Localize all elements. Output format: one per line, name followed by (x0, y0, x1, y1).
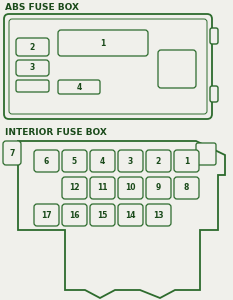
FancyBboxPatch shape (58, 80, 100, 94)
Text: ABS FUSE BOX: ABS FUSE BOX (5, 3, 79, 12)
Text: 16: 16 (69, 211, 80, 220)
Text: 7: 7 (9, 148, 15, 158)
Text: 5: 5 (72, 157, 77, 166)
Text: 4: 4 (76, 82, 82, 91)
Text: 10: 10 (125, 184, 136, 193)
FancyBboxPatch shape (16, 38, 49, 56)
Text: 17: 17 (41, 211, 52, 220)
FancyBboxPatch shape (90, 204, 115, 226)
FancyBboxPatch shape (146, 204, 171, 226)
FancyBboxPatch shape (146, 177, 171, 199)
FancyBboxPatch shape (62, 150, 87, 172)
Text: 4: 4 (100, 157, 105, 166)
FancyBboxPatch shape (174, 177, 199, 199)
FancyBboxPatch shape (196, 143, 216, 165)
FancyBboxPatch shape (34, 150, 59, 172)
Text: 3: 3 (128, 157, 133, 166)
FancyBboxPatch shape (158, 50, 196, 88)
FancyBboxPatch shape (62, 177, 87, 199)
FancyBboxPatch shape (4, 14, 212, 119)
FancyBboxPatch shape (16, 80, 49, 92)
FancyBboxPatch shape (16, 60, 49, 76)
Text: 13: 13 (153, 211, 164, 220)
Text: 1: 1 (184, 157, 189, 166)
Text: 1: 1 (100, 38, 106, 47)
Text: 14: 14 (125, 211, 136, 220)
FancyBboxPatch shape (9, 19, 207, 114)
FancyBboxPatch shape (118, 177, 143, 199)
Text: 12: 12 (69, 184, 80, 193)
FancyBboxPatch shape (3, 141, 21, 165)
Text: 11: 11 (97, 184, 108, 193)
Text: 6: 6 (44, 157, 49, 166)
Text: 9: 9 (156, 184, 161, 193)
FancyBboxPatch shape (174, 150, 199, 172)
FancyBboxPatch shape (34, 204, 59, 226)
Text: 15: 15 (97, 211, 108, 220)
Text: 2: 2 (156, 157, 161, 166)
FancyBboxPatch shape (210, 86, 218, 102)
FancyBboxPatch shape (146, 150, 171, 172)
FancyBboxPatch shape (90, 177, 115, 199)
FancyBboxPatch shape (118, 150, 143, 172)
Text: INTERIOR FUSE BOX: INTERIOR FUSE BOX (5, 128, 107, 137)
FancyBboxPatch shape (118, 204, 143, 226)
Text: 8: 8 (184, 184, 189, 193)
Text: 2: 2 (30, 43, 35, 52)
FancyBboxPatch shape (210, 28, 218, 44)
Polygon shape (18, 141, 225, 298)
Text: 3: 3 (30, 64, 35, 73)
FancyBboxPatch shape (90, 150, 115, 172)
FancyBboxPatch shape (58, 30, 148, 56)
FancyBboxPatch shape (62, 204, 87, 226)
